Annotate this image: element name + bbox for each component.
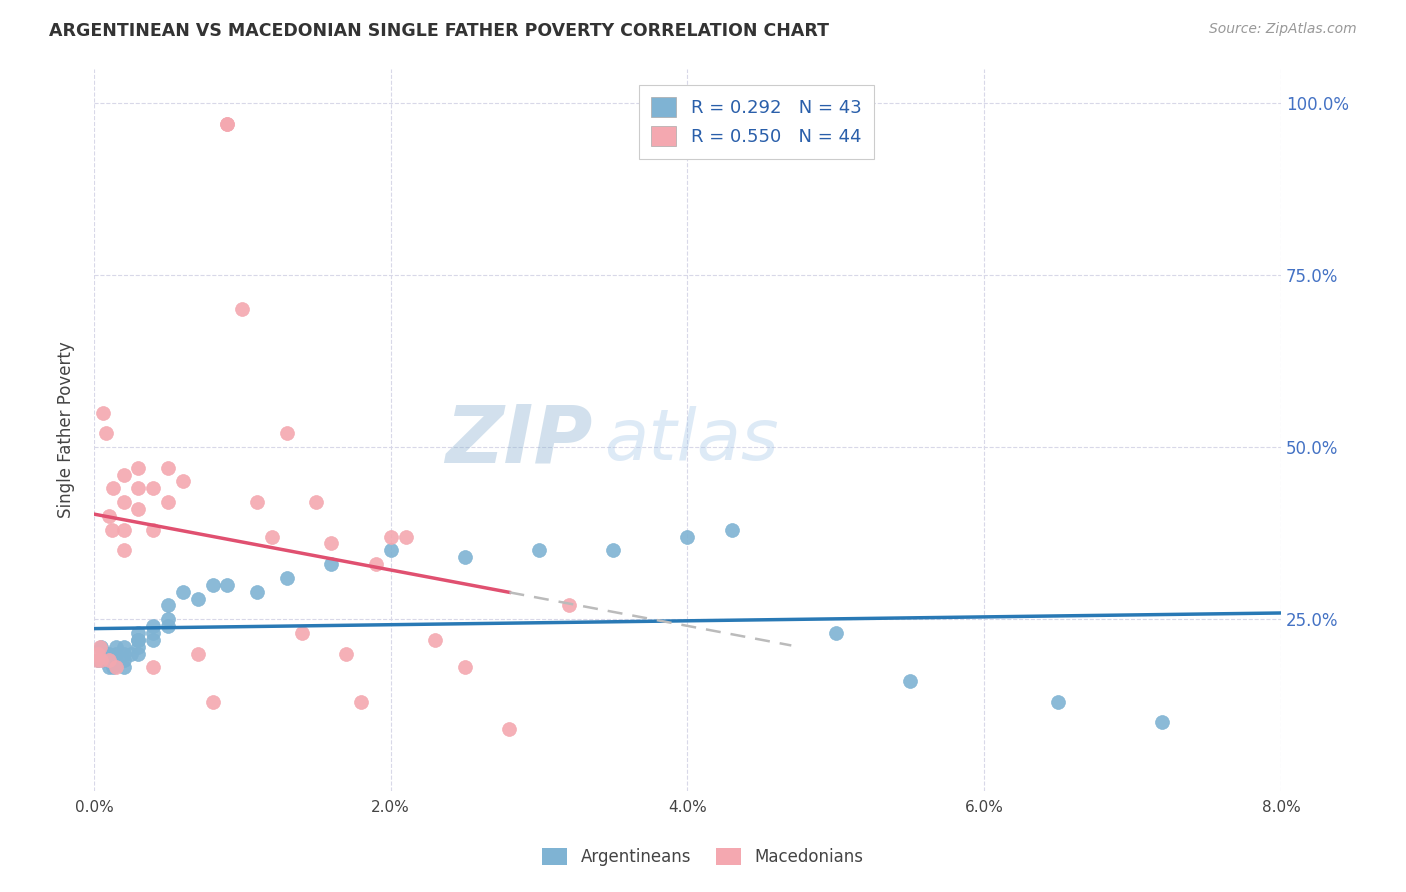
Point xyxy=(527,543,550,558)
Point xyxy=(350,695,373,709)
Point xyxy=(276,571,298,585)
Point xyxy=(97,653,120,667)
Legend: Argentineans, Macedonians: Argentineans, Macedonians xyxy=(536,841,870,873)
Point xyxy=(142,523,165,537)
Point xyxy=(112,647,135,661)
Point xyxy=(100,523,122,537)
Point xyxy=(260,530,283,544)
Point xyxy=(103,660,125,674)
Point xyxy=(127,632,149,647)
Point xyxy=(105,640,128,654)
Point xyxy=(498,723,520,737)
Point xyxy=(335,647,357,661)
Point xyxy=(87,653,110,667)
Point xyxy=(127,626,149,640)
Point xyxy=(217,117,239,131)
Point xyxy=(454,550,477,565)
Point xyxy=(157,599,180,613)
Text: ZIP: ZIP xyxy=(446,401,592,480)
Point xyxy=(305,495,328,509)
Point xyxy=(157,612,180,626)
Point xyxy=(187,647,209,661)
Point xyxy=(120,647,142,661)
Point xyxy=(201,578,224,592)
Point xyxy=(157,495,180,509)
Point xyxy=(127,632,149,647)
Point xyxy=(246,495,269,509)
Point xyxy=(291,626,314,640)
Point xyxy=(824,626,846,640)
Point xyxy=(1047,695,1070,709)
Point xyxy=(112,660,135,674)
Point xyxy=(217,578,239,592)
Point xyxy=(157,619,180,633)
Point xyxy=(90,653,112,667)
Point xyxy=(127,482,149,496)
Point xyxy=(142,660,165,674)
Point xyxy=(112,467,135,482)
Point xyxy=(97,647,120,661)
Text: Source: ZipAtlas.com: Source: ZipAtlas.com xyxy=(1209,22,1357,37)
Point xyxy=(142,626,165,640)
Point xyxy=(321,536,343,550)
Point xyxy=(112,543,135,558)
Point xyxy=(91,406,114,420)
Point xyxy=(127,502,149,516)
Point xyxy=(127,647,149,661)
Point xyxy=(454,660,477,674)
Point xyxy=(105,647,128,661)
Point xyxy=(90,640,112,654)
Point xyxy=(276,426,298,441)
Point xyxy=(142,482,165,496)
Point xyxy=(89,640,111,654)
Point xyxy=(112,523,135,537)
Point xyxy=(172,584,194,599)
Point xyxy=(231,302,253,317)
Point xyxy=(201,695,224,709)
Point xyxy=(425,632,447,647)
Point xyxy=(100,653,122,667)
Point xyxy=(898,674,921,689)
Point xyxy=(721,523,744,537)
Point xyxy=(103,482,125,496)
Y-axis label: Single Father Poverty: Single Father Poverty xyxy=(58,342,75,518)
Point xyxy=(127,460,149,475)
Point xyxy=(87,647,110,661)
Point xyxy=(97,508,120,523)
Point xyxy=(94,426,117,441)
Point xyxy=(91,653,114,667)
Point xyxy=(394,530,416,544)
Point xyxy=(364,557,387,571)
Point xyxy=(112,640,135,654)
Text: ARGENTINEAN VS MACEDONIAN SINGLE FATHER POVERTY CORRELATION CHART: ARGENTINEAN VS MACEDONIAN SINGLE FATHER … xyxy=(49,22,830,40)
Point xyxy=(94,647,117,661)
Legend: R = 0.292   N = 43, R = 0.550   N = 44: R = 0.292 N = 43, R = 0.550 N = 44 xyxy=(638,85,875,159)
Point xyxy=(602,543,624,558)
Point xyxy=(246,584,269,599)
Point xyxy=(112,495,135,509)
Point xyxy=(105,660,128,674)
Point xyxy=(142,632,165,647)
Point xyxy=(86,653,108,667)
Point xyxy=(157,460,180,475)
Point xyxy=(187,591,209,606)
Point xyxy=(112,653,135,667)
Point xyxy=(380,543,402,558)
Point xyxy=(97,660,120,674)
Point xyxy=(1152,715,1174,730)
Point xyxy=(217,117,239,131)
Point xyxy=(558,599,581,613)
Point xyxy=(172,475,194,489)
Point xyxy=(380,530,402,544)
Text: atlas: atlas xyxy=(605,406,779,475)
Point xyxy=(127,640,149,654)
Point xyxy=(321,557,343,571)
Point xyxy=(676,530,699,544)
Point xyxy=(142,619,165,633)
